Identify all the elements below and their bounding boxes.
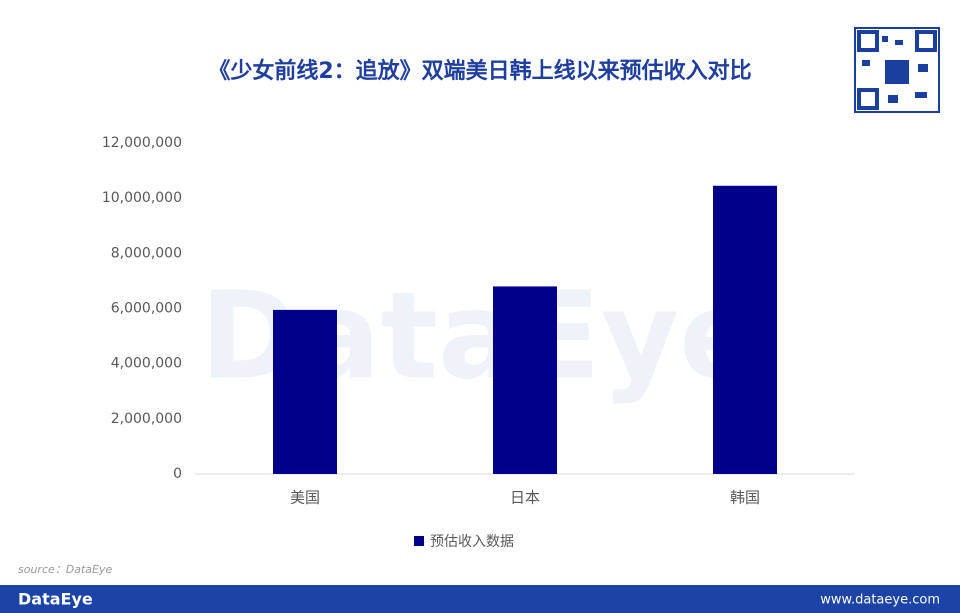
footer-brand: DataEye	[18, 590, 93, 609]
bar	[273, 309, 337, 474]
x-tick-label: 韩国	[730, 489, 760, 507]
y-tick-label: 2,000,000	[111, 411, 182, 427]
y-tick-label: 4,000,000	[111, 356, 182, 372]
y-tick-label: 6,000,000	[111, 301, 182, 317]
footer-bar	[0, 585, 960, 613]
x-tick-label: 日本	[510, 489, 540, 507]
y-tick-label: 12,000,000	[102, 135, 182, 151]
footer-url: www.dataeye.com	[820, 593, 940, 608]
y-tick-label: 8,000,000	[111, 245, 182, 261]
legend-label: 预估收入数据	[430, 534, 514, 550]
y-tick-label: 0	[173, 466, 182, 482]
source-note: source：DataEye	[18, 563, 112, 576]
qr-code	[854, 27, 940, 113]
bar	[493, 286, 557, 474]
x-tick-label: 美国	[290, 489, 320, 507]
chart-title: 《少女前线2：追放》双端美日韩上线以来预估收入对比	[208, 58, 751, 84]
bar	[713, 185, 777, 475]
y-tick-label: 10,000,000	[102, 190, 182, 206]
legend-swatch	[414, 536, 424, 546]
